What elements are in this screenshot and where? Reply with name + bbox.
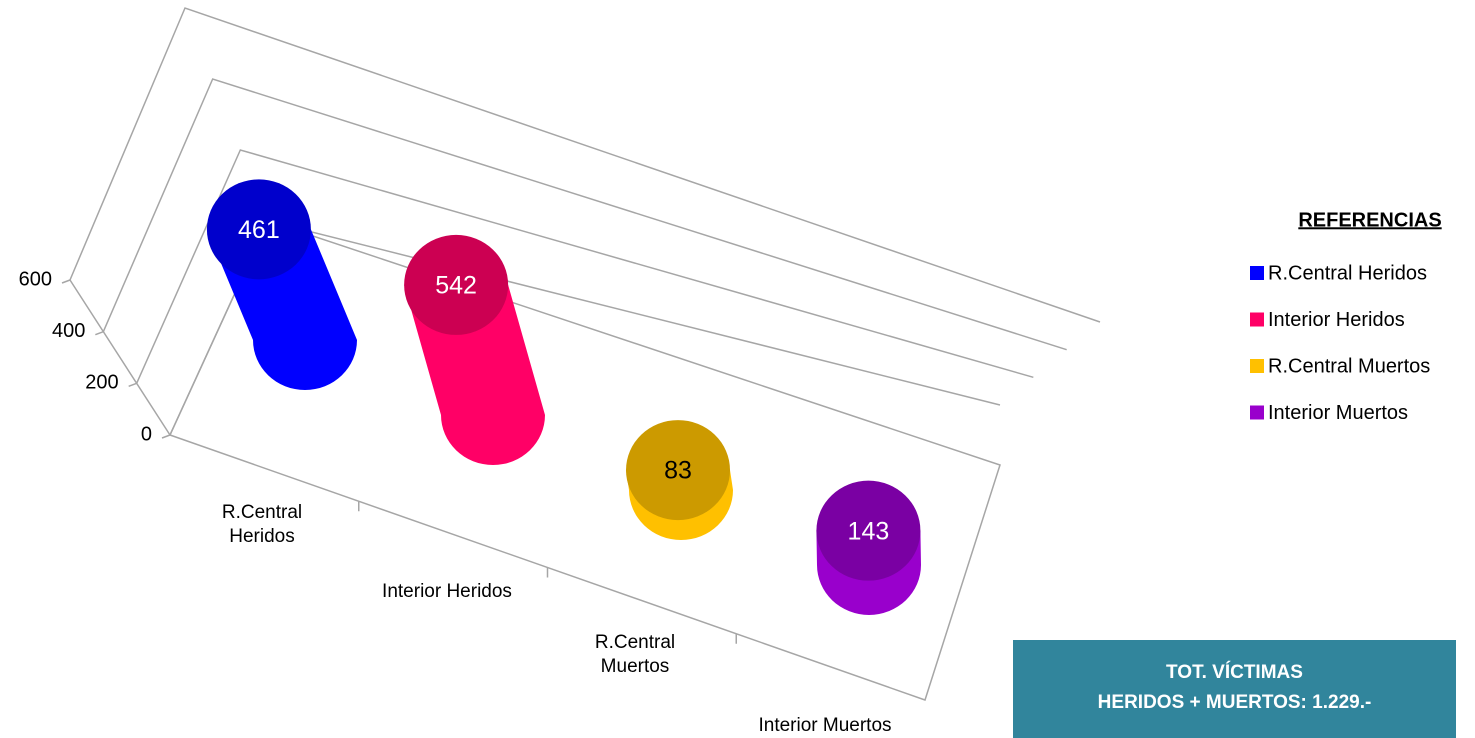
bar-top xyxy=(404,234,509,335)
bar-top xyxy=(626,420,731,521)
data-label: 83 xyxy=(664,457,692,485)
legend-label: R.Central Muertos xyxy=(1268,355,1430,377)
x-tick-label: R.Central Heridos xyxy=(221,502,303,547)
legend-label: Interior Muertos xyxy=(1268,402,1408,424)
tick-mark xyxy=(128,382,137,388)
grid-line xyxy=(69,7,1101,323)
y-tick-label: 600 xyxy=(19,268,52,290)
legend-swatch xyxy=(1250,266,1264,280)
tick-mark xyxy=(95,330,104,336)
total-box: TOT. VÍCTIMAS HERIDOS + MUERTOS: 1.229.- xyxy=(1013,640,1456,738)
annotation: TOT. VÍCTIMAS xyxy=(1166,662,1303,683)
legend-swatch xyxy=(1250,359,1264,373)
data-label: 461 xyxy=(238,216,280,244)
legend-swatch xyxy=(1250,405,1264,420)
bar-top xyxy=(206,179,311,280)
x-tick-label: Interior Muertos xyxy=(758,715,892,736)
y-tick-label: 0 xyxy=(141,423,152,445)
data-label: 542 xyxy=(435,272,477,300)
data-label: 143 xyxy=(848,517,890,545)
y-tick-label: 200 xyxy=(85,372,118,394)
y-axis xyxy=(69,279,171,436)
tick-mark xyxy=(61,279,71,284)
annotation: HERIDOS + MUERTOS: 1.229.- xyxy=(1097,692,1372,713)
legend-title: REFERENCIAS xyxy=(1298,209,1441,231)
legend-label: Interior Heridos xyxy=(1268,309,1405,331)
x-tick-label: Interior Heridos xyxy=(382,581,512,602)
legend-swatch xyxy=(1250,312,1264,327)
bar-top xyxy=(816,480,921,581)
y-tick-label: 400 xyxy=(52,320,85,342)
grid-line xyxy=(102,78,1067,351)
tick-mark xyxy=(161,434,171,439)
x-tick-label: R.Central Muertos xyxy=(594,632,676,677)
legend-label: R.Central Heridos xyxy=(1268,262,1427,284)
grid-line xyxy=(135,149,1034,384)
